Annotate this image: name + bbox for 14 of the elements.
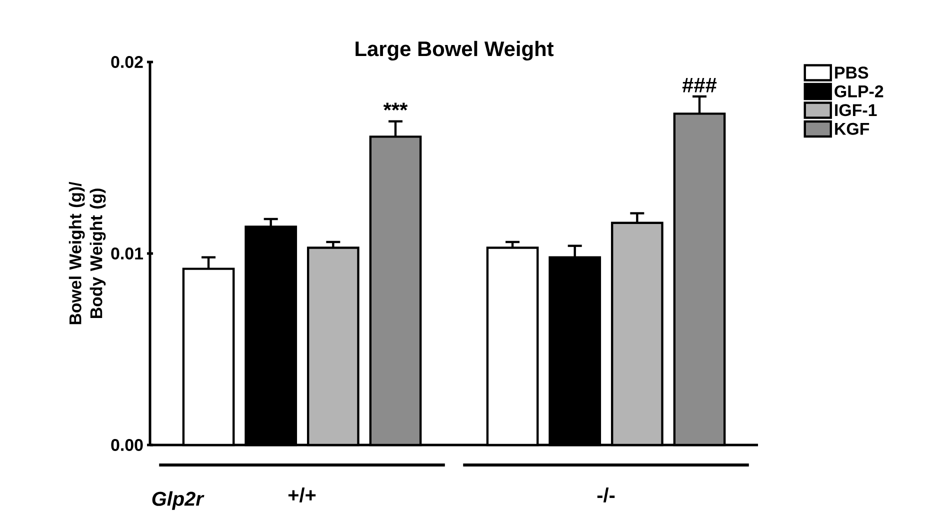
legend-label: IGF-1 <box>835 104 877 116</box>
y-tick-label: 0.02 <box>111 56 143 68</box>
legend-label: PBS <box>835 66 868 79</box>
legend-label: GLP-2 <box>834 85 884 98</box>
x-tick-label: +/+ <box>288 488 316 502</box>
legend-label: KGF <box>835 122 870 135</box>
x-tick-label: -/- <box>597 488 615 502</box>
annotation: *** <box>383 102 408 111</box>
annotation: ### <box>682 78 717 92</box>
y-axis-title: Bowel Weight (g)/ Body Weight (g) <box>68 182 106 324</box>
y-tick-label: 0.00 <box>111 438 143 451</box>
y-tick-label: 0.01 <box>111 247 144 260</box>
x-axis-title: Glp2r <box>152 491 204 510</box>
chart-title: Large Bowel Weight <box>356 40 554 60</box>
